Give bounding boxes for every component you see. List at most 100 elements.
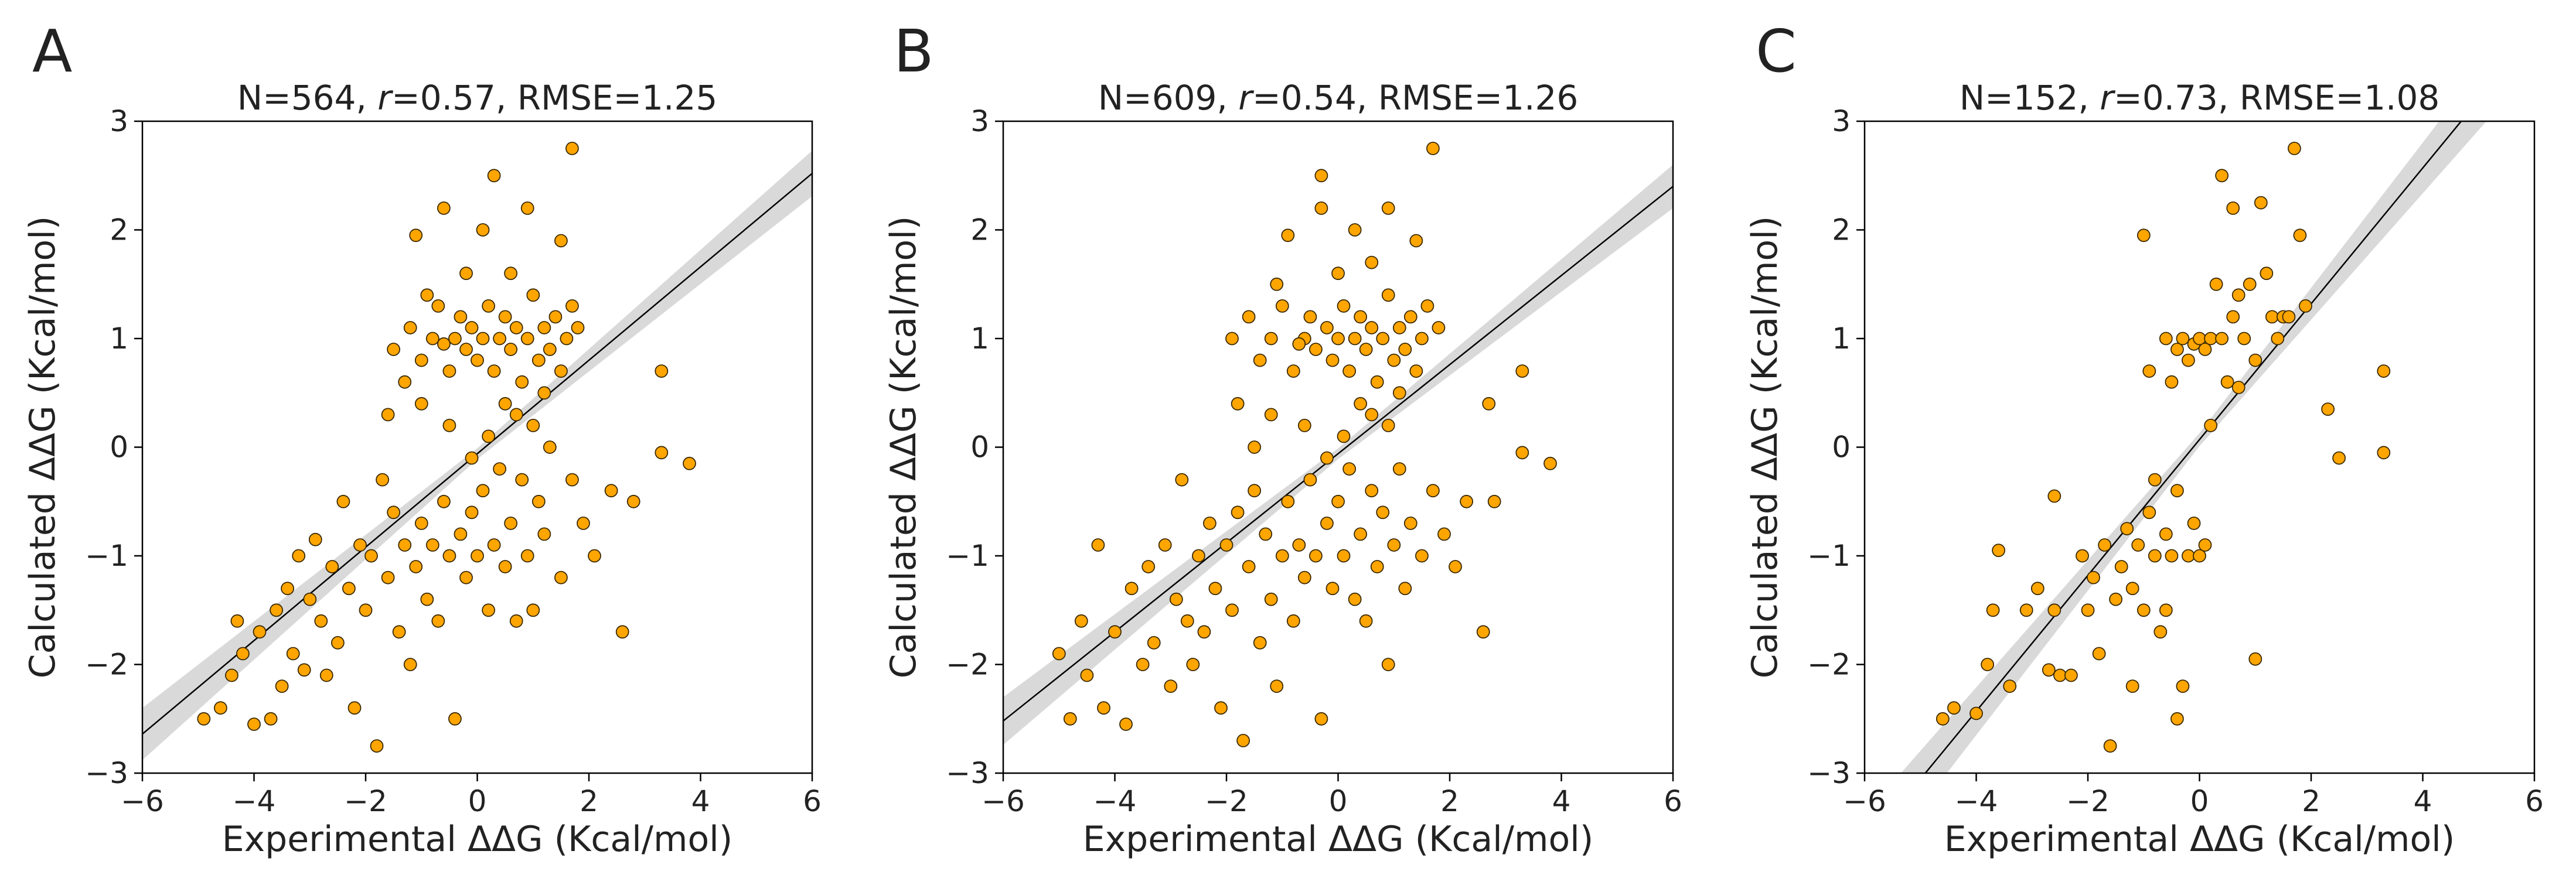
scatter-point — [2215, 169, 2229, 183]
scatter-point — [454, 527, 468, 541]
scatter-point — [2377, 364, 2391, 378]
y-tick-label: 1 — [110, 322, 128, 356]
scatter-point — [2220, 375, 2234, 389]
title-suffix: =0.54, RMSE=1.26 — [1252, 78, 1578, 118]
scatter-point — [448, 332, 462, 346]
x-tick-label: 4 — [1552, 784, 1571, 818]
scatter-point — [482, 299, 495, 313]
scatter-point — [515, 375, 529, 389]
scatter-point — [297, 663, 311, 677]
scatter-point — [1320, 451, 1334, 465]
scatter-point — [1403, 310, 1418, 324]
scatter-point — [498, 560, 512, 573]
x-tick-label: −2 — [1205, 784, 1248, 818]
scatter-point — [476, 223, 490, 237]
scatter-point — [1286, 364, 1300, 378]
scatter-point — [626, 494, 640, 508]
scatter-point — [493, 332, 506, 346]
scatter-point — [2181, 353, 2195, 367]
scatter-point — [1125, 582, 1139, 596]
scatter-point — [1337, 429, 1351, 443]
scatter-point — [655, 364, 669, 378]
scatter-point — [2287, 141, 2301, 155]
scatter-point — [1420, 299, 1434, 313]
scatter-point — [1381, 201, 1395, 215]
scatter-point — [498, 310, 512, 324]
scatter-point — [2159, 527, 2173, 541]
scatter-point — [1359, 614, 1373, 628]
scatter-point — [1281, 494, 1295, 508]
scatter-point — [2181, 549, 2195, 563]
x-tick-label: 6 — [1664, 784, 1682, 818]
scatter-point — [1292, 538, 1306, 552]
scatter-point — [2131, 538, 2145, 552]
scatter-point — [1236, 734, 1250, 747]
scatter-point — [2299, 299, 2312, 313]
scatter-point — [655, 446, 669, 460]
scatter-point — [487, 364, 501, 378]
scatter-point — [376, 473, 389, 487]
scatter-point — [1214, 701, 1228, 715]
scatter-point — [1365, 484, 1379, 498]
scatter-point — [1147, 636, 1161, 650]
scatter-point — [230, 614, 244, 628]
scatter-point — [2003, 679, 2017, 693]
plot-area — [1003, 141, 1673, 747]
scatter-point — [471, 549, 484, 563]
scatter-point — [1180, 614, 1194, 628]
scatter-point — [487, 169, 501, 183]
scatter-point — [448, 712, 462, 726]
scatter-point — [1515, 446, 1529, 460]
scatter-point — [2064, 668, 2078, 682]
scatter-point — [1543, 456, 1557, 470]
scatter-point — [1080, 668, 1094, 682]
scatter-point — [1192, 549, 1205, 563]
scatter-point — [1348, 592, 1362, 606]
scatter-point — [1409, 364, 1423, 378]
scatter-point — [1970, 706, 1983, 720]
panel-c: −6 −4 −2 0 2 4 6 −3 −2 −1 0 1 2 3 Experimental ΔΔG (Kc… — [1744, 17, 2544, 860]
scatter-point — [381, 408, 395, 422]
x-tick-label: 2 — [2302, 784, 2321, 818]
scatter-point — [409, 560, 423, 573]
panel-letter: A — [32, 17, 72, 86]
scatter-point — [1225, 603, 1239, 617]
title-suffix: =0.57, RMSE=1.25 — [391, 78, 717, 118]
scatter-point — [437, 494, 451, 508]
scatter-point — [2148, 473, 2162, 487]
scatter-point — [2120, 522, 2134, 535]
scatter-point — [487, 538, 501, 552]
scatter-point — [1365, 321, 1379, 334]
scatter-point — [2198, 538, 2212, 552]
scatter-point — [236, 647, 250, 661]
scatter-point — [2081, 603, 2095, 617]
scatter-point — [1231, 397, 1245, 411]
scatter-point — [2321, 402, 2335, 416]
x-tick-label: −2 — [344, 784, 387, 818]
scatter-point — [442, 549, 456, 563]
x-tick-label: 2 — [580, 784, 598, 818]
scatter-point — [520, 332, 534, 346]
scatter-point — [2377, 446, 2391, 460]
scatter-point — [1197, 625, 1211, 639]
plot-area — [1900, 121, 2487, 773]
title-r: r — [377, 78, 393, 118]
scatter-point — [1297, 419, 1311, 432]
x-tick-label: −4 — [1955, 784, 1998, 818]
scatter-point — [2254, 196, 2268, 210]
scatter-point — [1326, 353, 1340, 367]
scatter-point — [213, 701, 227, 715]
y-tick-label: −2 — [1807, 648, 1851, 682]
scatter-point — [2159, 332, 2173, 346]
scatter-point — [2053, 668, 2067, 682]
scatter-point — [1392, 386, 1406, 400]
scatter-point — [1303, 310, 1317, 324]
x-tick-label: −6 — [1843, 784, 1886, 818]
x-tick-label: −2 — [2066, 784, 2110, 818]
scatter-point — [2204, 332, 2218, 346]
scatter-point — [281, 582, 295, 596]
scatter-point — [554, 364, 568, 378]
scatter-point — [347, 701, 362, 715]
scatter-point — [342, 582, 356, 596]
scatter-point — [476, 332, 490, 346]
